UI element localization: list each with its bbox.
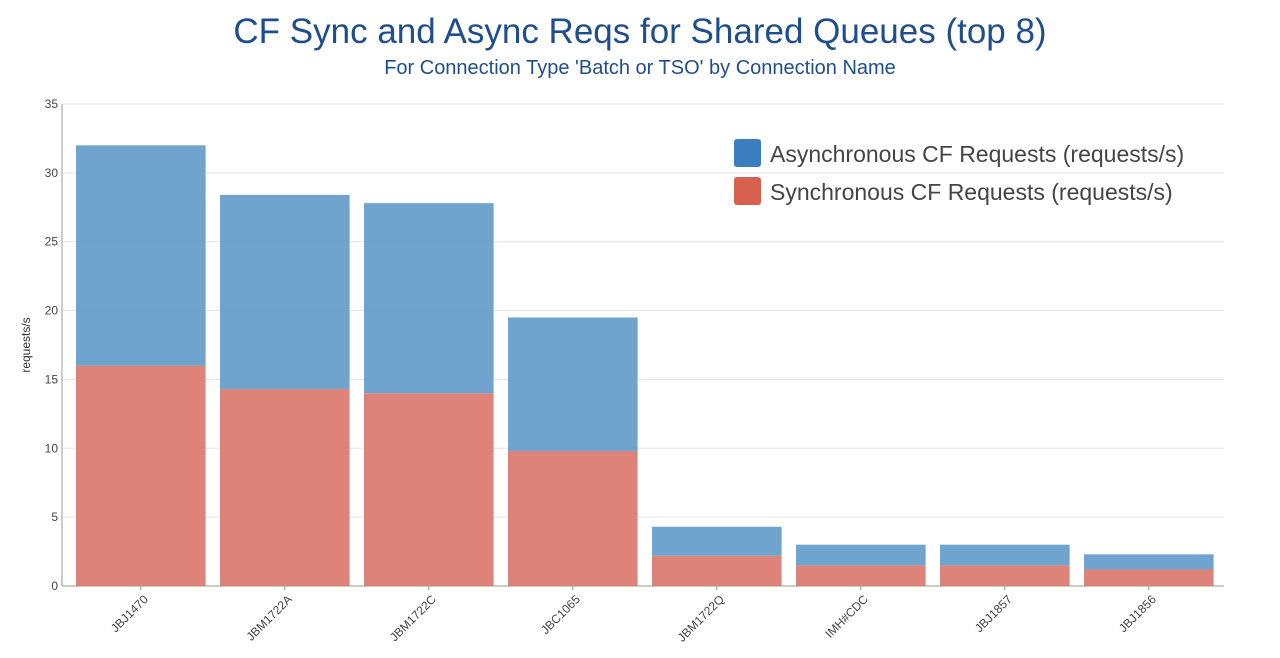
- bar-synchronous[interactable]: [220, 389, 350, 586]
- bar-asynchronous[interactable]: [1084, 554, 1214, 570]
- bar-asynchronous[interactable]: [364, 203, 494, 394]
- bar-asynchronous[interactable]: [652, 526, 782, 556]
- bar-asynchronous[interactable]: [940, 544, 1070, 566]
- chart-title: CF Sync and Async Reqs for Shared Queues…: [233, 12, 1047, 51]
- bar-synchronous[interactable]: [508, 451, 638, 586]
- bar-asynchronous[interactable]: [220, 194, 350, 390]
- legend-label[interactable]: Asynchronous CF Requests (requests/s): [770, 141, 1184, 167]
- x-tick-label: JBJ1856: [1116, 592, 1159, 635]
- x-tick-label: JBM1722Q: [675, 592, 727, 644]
- x-tick-label: JBJ1470: [108, 592, 151, 635]
- y-tick-label: 0: [51, 579, 58, 593]
- y-tick-label: 10: [45, 441, 59, 455]
- bar-asynchronous[interactable]: [508, 317, 638, 452]
- x-tick-label: JBM1722C: [387, 592, 439, 644]
- bar-synchronous[interactable]: [1084, 569, 1214, 586]
- chart-subtitle: For Connection Type 'Batch or TSO' by Co…: [384, 57, 896, 79]
- x-tick-label: JBC1065: [538, 592, 583, 637]
- legend-swatch[interactable]: [734, 139, 761, 167]
- x-tick-label: JBJ1857: [972, 592, 1015, 635]
- legend-label[interactable]: Synchronous CF Requests (requests/s): [770, 179, 1173, 205]
- y-tick-label: 20: [45, 304, 59, 318]
- bar-synchronous[interactable]: [796, 565, 926, 586]
- bars: [76, 145, 1214, 586]
- bar-synchronous[interactable]: [76, 365, 206, 586]
- y-tick-label: 25: [45, 235, 59, 249]
- y-tick-label: 35: [45, 97, 59, 111]
- legend[interactable]: Asynchronous CF Requests (requests/s) Syn…: [734, 139, 1184, 205]
- bar-asynchronous[interactable]: [796, 544, 926, 566]
- bar-synchronous[interactable]: [940, 565, 1070, 586]
- y-tick-label: 30: [45, 166, 59, 180]
- legend-swatch[interactable]: [734, 177, 761, 205]
- bar-synchronous[interactable]: [652, 555, 782, 586]
- y-tick-label: 15: [45, 372, 59, 386]
- bar-asynchronous[interactable]: [76, 145, 206, 366]
- x-tick-label: JBM1722A: [244, 592, 295, 643]
- x-tick-label: IMH#CDC: [822, 592, 871, 641]
- bar-synchronous[interactable]: [364, 393, 494, 586]
- y-tick-label: 5: [51, 510, 58, 524]
- y-axis-label: requests/s: [19, 317, 33, 372]
